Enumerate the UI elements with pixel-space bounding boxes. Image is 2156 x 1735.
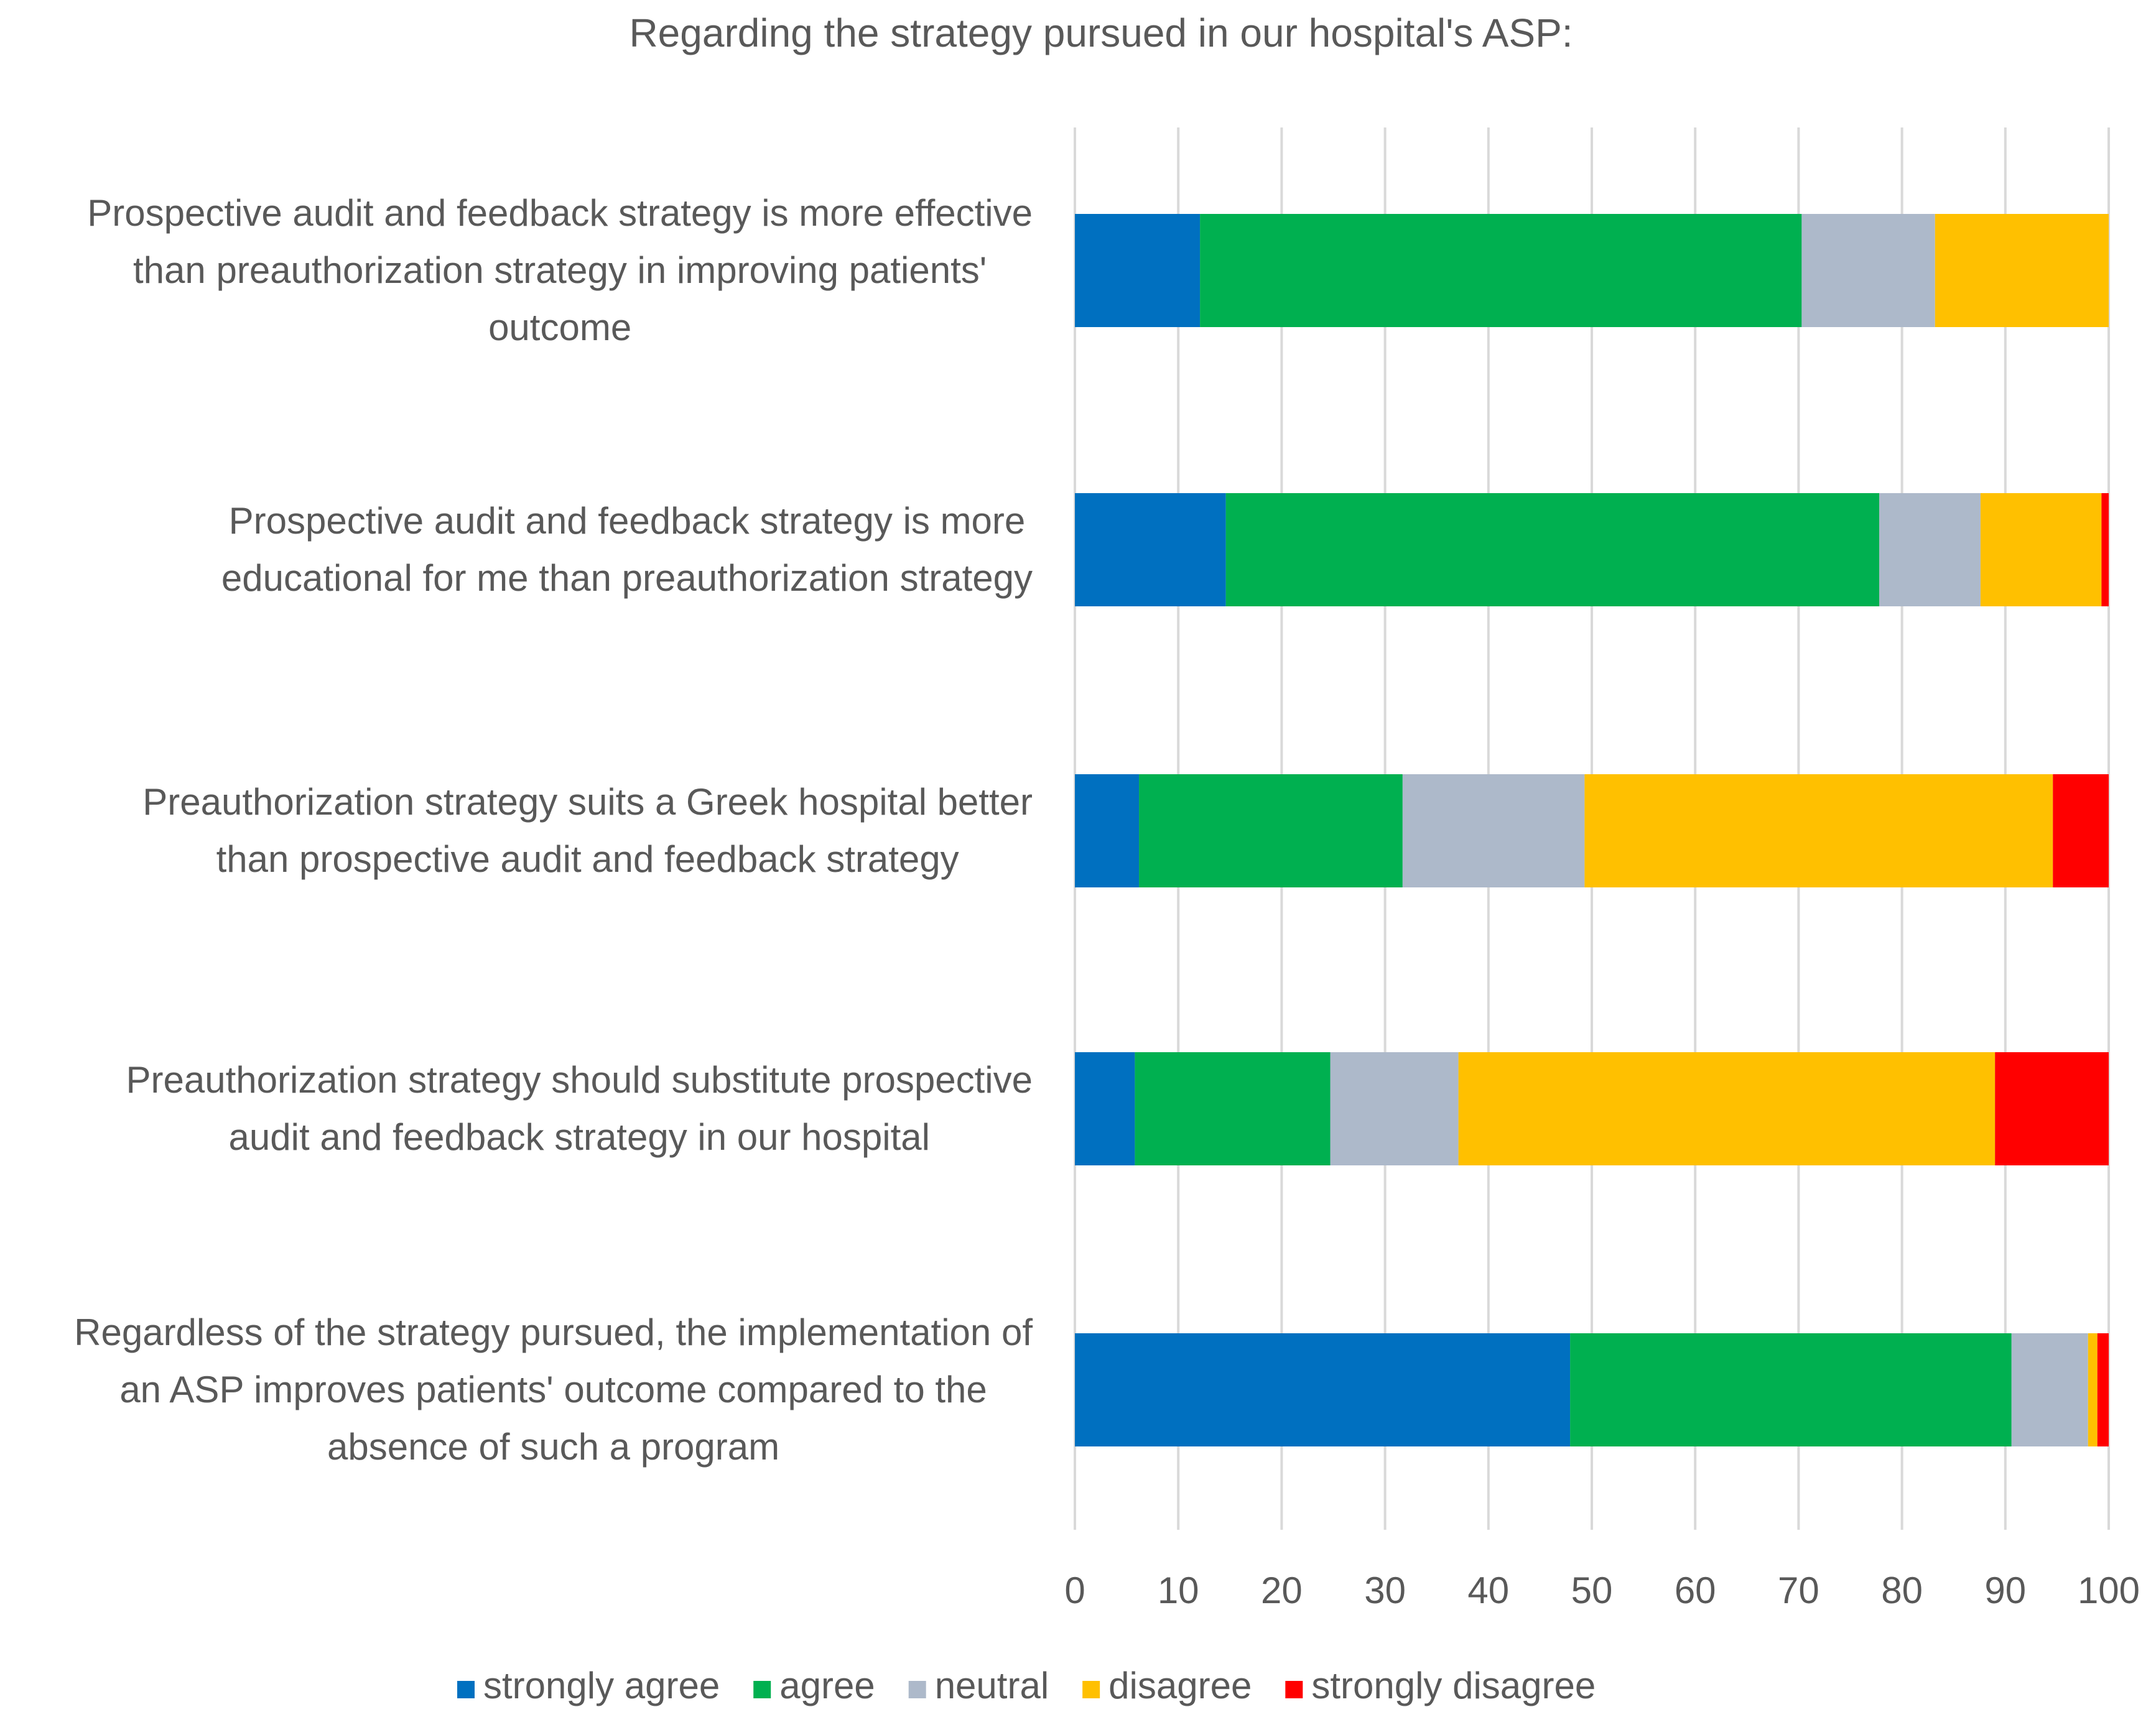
bar-strongly-agree-5	[1075, 1333, 1571, 1446]
legend-label: strongly agree	[483, 1665, 720, 1706]
category-label: Prospective audit and feedback strategy …	[87, 192, 1033, 234]
bars	[1075, 214, 2109, 1446]
category-label: educational for me than preauthorization…	[221, 557, 1033, 599]
bar-agree-1	[1200, 214, 1802, 327]
legend-label: disagree	[1108, 1665, 1252, 1706]
category-label: Prospective audit and feedback strategy …	[229, 500, 1026, 542]
chart-title: Regarding the strategy pursued in our ho…	[629, 11, 1573, 55]
bar-strongly-disagree-2	[2101, 493, 2109, 606]
bar-disagree-3	[1584, 774, 2053, 887]
x-tick-label: 20	[1261, 1570, 1303, 1611]
bar-agree-5	[1570, 1333, 2012, 1446]
x-tick-label: 30	[1364, 1570, 1406, 1611]
category-label: an ASP improves patients' outcome compar…	[119, 1369, 987, 1410]
bar-strongly-agree-1	[1075, 214, 1201, 327]
category-label: than preauthorization strategy in improv…	[133, 249, 987, 291]
category-label: outcome	[488, 307, 631, 348]
bar-strongly-disagree-4	[1995, 1052, 2109, 1165]
x-tick-label: 100	[2078, 1570, 2140, 1611]
bar-strongly-disagree-3	[2053, 774, 2109, 887]
category-label: audit and feedback strategy in our hospi…	[229, 1116, 930, 1158]
x-tick-label: 10	[1158, 1570, 1199, 1611]
bar-agree-4	[1135, 1052, 1331, 1165]
x-axis-ticks: 0 10 20 30 40 50 60 70 80 90 100	[1064, 1570, 2140, 1611]
category-labels: Prospective audit and feedback strategy …	[74, 192, 1033, 1468]
bar-strongly-agree-3	[1075, 774, 1140, 887]
category-label: than prospective audit and feedback stra…	[216, 838, 959, 880]
legend-swatch-agree	[753, 1681, 771, 1698]
legend-swatch-disagree	[1082, 1681, 1100, 1698]
legend-swatch-strongly-disagree	[1285, 1681, 1303, 1698]
legend: strongly agree agree neutral disagree strong…	[457, 1665, 1596, 1706]
category-label: Preauthorization strategy should substit…	[126, 1059, 1033, 1101]
legend-label: neutral	[935, 1665, 1049, 1706]
x-tick-label: 0	[1064, 1570, 1085, 1611]
bar-disagree-2	[1980, 493, 2102, 606]
bar-neutral-4	[1330, 1052, 1459, 1165]
legend-label: strongly disagree	[1311, 1665, 1596, 1706]
category-label: Preauthorization strategy suits a Greek …	[142, 781, 1033, 823]
bar-strongly-disagree-5	[2097, 1333, 2109, 1446]
bar-agree-2	[1225, 493, 1880, 606]
category-label: Regardless of the strategy pursued, the …	[74, 1312, 1033, 1353]
x-tick-label: 80	[1881, 1570, 1923, 1611]
bar-strongly-agree-2	[1075, 493, 1226, 606]
bar-neutral-1	[1801, 214, 1935, 327]
bar-disagree-5	[2088, 1333, 2098, 1446]
bar-neutral-3	[1402, 774, 1585, 887]
x-tick-label: 50	[1571, 1570, 1613, 1611]
legend-swatch-neutral	[908, 1681, 926, 1698]
bar-disagree-1	[1935, 214, 2109, 327]
bar-strongly-agree-4	[1075, 1052, 1135, 1165]
x-tick-label: 60	[1675, 1570, 1716, 1611]
legend-swatch-strongly-agree	[457, 1681, 475, 1698]
x-tick-label: 70	[1778, 1570, 1819, 1611]
bar-disagree-4	[1458, 1052, 1996, 1165]
legend-label: agree	[779, 1665, 875, 1706]
bar-agree-3	[1139, 774, 1403, 887]
x-tick-label: 90	[1984, 1570, 2026, 1611]
x-tick-label: 40	[1467, 1570, 1509, 1611]
bar-neutral-5	[2011, 1333, 2088, 1446]
category-label: absence of such a program	[327, 1426, 779, 1468]
bar-neutral-2	[1879, 493, 1981, 606]
